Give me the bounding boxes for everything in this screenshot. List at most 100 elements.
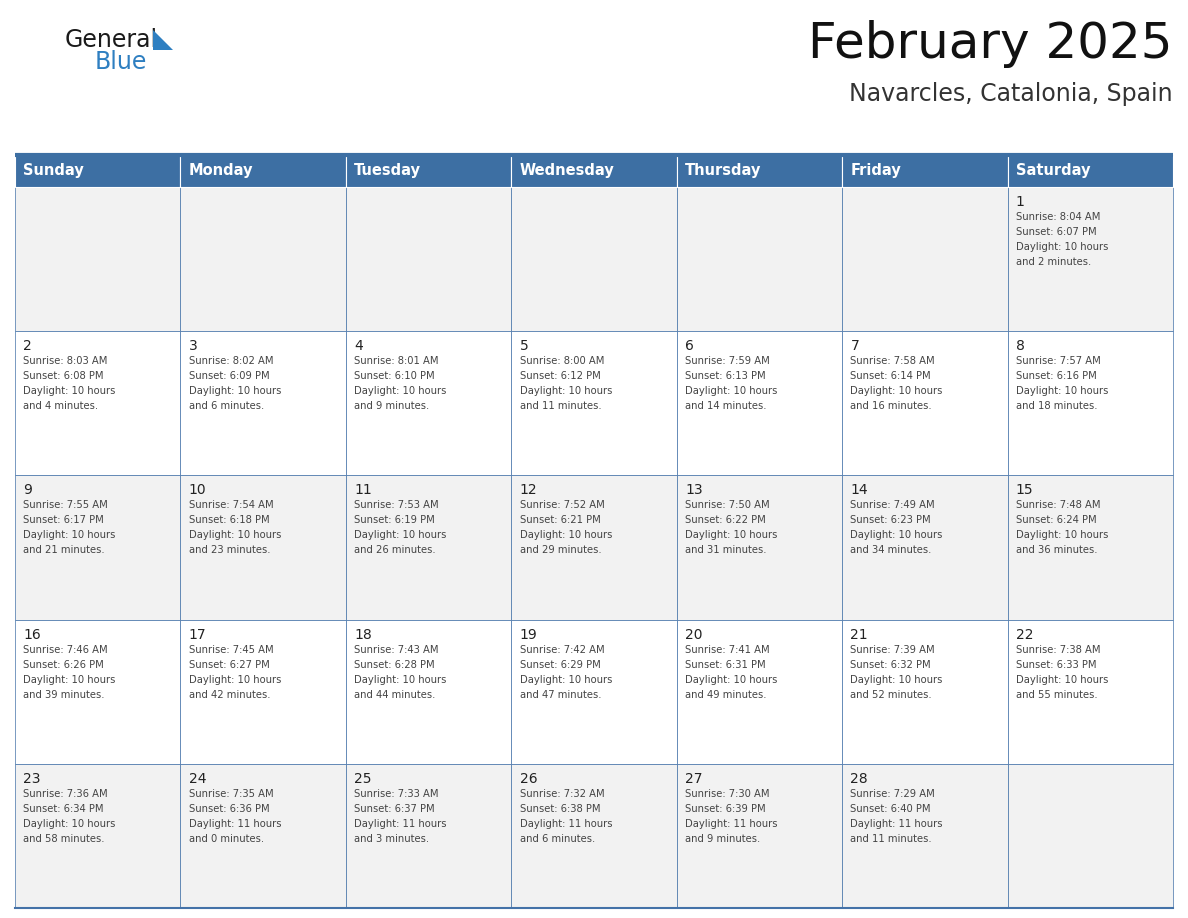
Text: Daylight: 10 hours: Daylight: 10 hours [189,675,282,685]
Text: Sunrise: 7:48 AM: Sunrise: 7:48 AM [1016,500,1100,510]
Text: Sunrise: 7:46 AM: Sunrise: 7:46 AM [24,644,108,655]
Text: Wednesday: Wednesday [519,163,614,178]
Text: Sunset: 6:24 PM: Sunset: 6:24 PM [1016,515,1097,525]
Bar [511,187,677,331]
Text: Sunrise: 7:43 AM: Sunrise: 7:43 AM [354,644,438,655]
Text: Daylight: 10 hours: Daylight: 10 hours [189,386,282,397]
Bar [677,764,842,908]
Text: and 55 minutes.: and 55 minutes. [1016,689,1098,700]
Polygon shape [153,30,173,50]
Text: Daylight: 10 hours: Daylight: 10 hours [519,386,612,397]
Text: Daylight: 10 hours: Daylight: 10 hours [24,675,115,685]
Bar [1007,620,1173,764]
Bar [15,187,181,331]
Text: Daylight: 11 hours: Daylight: 11 hours [189,819,282,829]
Text: 16: 16 [24,628,42,642]
Text: and 21 minutes.: and 21 minutes. [24,545,105,555]
Text: and 11 minutes.: and 11 minutes. [519,401,601,411]
Text: 11: 11 [354,484,372,498]
Bar [346,620,511,764]
Text: Daylight: 10 hours: Daylight: 10 hours [685,675,777,685]
Text: Sunrise: 7:57 AM: Sunrise: 7:57 AM [1016,356,1100,366]
Text: Sunset: 6:37 PM: Sunset: 6:37 PM [354,804,435,813]
Text: and 44 minutes.: and 44 minutes. [354,689,436,700]
Text: Sunset: 6:29 PM: Sunset: 6:29 PM [519,660,600,669]
Text: Sunrise: 7:30 AM: Sunrise: 7:30 AM [685,789,770,799]
Text: Tuesday: Tuesday [354,163,421,178]
Text: 9: 9 [24,484,32,498]
Bar [346,187,511,331]
Text: Sunset: 6:14 PM: Sunset: 6:14 PM [851,371,931,381]
Text: 8: 8 [1016,339,1025,353]
Text: Daylight: 11 hours: Daylight: 11 hours [851,819,943,829]
Bar [15,620,181,764]
Text: Sunset: 6:09 PM: Sunset: 6:09 PM [189,371,270,381]
Text: 4: 4 [354,339,362,353]
Text: Sunset: 6:21 PM: Sunset: 6:21 PM [519,515,600,525]
Text: Sunset: 6:31 PM: Sunset: 6:31 PM [685,660,765,669]
Text: 25: 25 [354,772,372,786]
Bar [181,155,346,187]
Text: and 58 minutes.: and 58 minutes. [24,834,105,844]
Bar [1007,187,1173,331]
Bar [181,620,346,764]
Text: Daylight: 10 hours: Daylight: 10 hours [24,386,115,397]
Text: Navarcles, Catalonia, Spain: Navarcles, Catalonia, Spain [849,82,1173,106]
Text: Daylight: 10 hours: Daylight: 10 hours [354,386,447,397]
Text: Sunrise: 7:53 AM: Sunrise: 7:53 AM [354,500,438,510]
Text: and 3 minutes.: and 3 minutes. [354,834,429,844]
Bar [15,331,181,476]
Text: 27: 27 [685,772,702,786]
Text: Daylight: 11 hours: Daylight: 11 hours [685,819,777,829]
Text: Daylight: 10 hours: Daylight: 10 hours [189,531,282,541]
Text: and 11 minutes.: and 11 minutes. [851,834,933,844]
Bar [677,187,842,331]
Text: Sunrise: 7:41 AM: Sunrise: 7:41 AM [685,644,770,655]
Text: Sunset: 6:33 PM: Sunset: 6:33 PM [1016,660,1097,669]
Text: General: General [65,28,158,52]
Text: 20: 20 [685,628,702,642]
Bar [511,331,677,476]
Text: Thursday: Thursday [685,163,762,178]
Text: Sunrise: 7:35 AM: Sunrise: 7:35 AM [189,789,273,799]
Text: Sunset: 6:28 PM: Sunset: 6:28 PM [354,660,435,669]
Bar [511,476,677,620]
Text: Sunset: 6:26 PM: Sunset: 6:26 PM [24,660,105,669]
Text: Monday: Monday [189,163,253,178]
Text: Sunset: 6:32 PM: Sunset: 6:32 PM [851,660,931,669]
Text: Sunrise: 7:36 AM: Sunrise: 7:36 AM [24,789,108,799]
Bar [15,764,181,908]
Bar [181,764,346,908]
Text: Daylight: 10 hours: Daylight: 10 hours [24,819,115,829]
Bar [15,155,181,187]
Text: 1: 1 [1016,195,1025,209]
Text: Daylight: 10 hours: Daylight: 10 hours [1016,531,1108,541]
Text: Friday: Friday [851,163,902,178]
Text: 6: 6 [685,339,694,353]
Text: Daylight: 10 hours: Daylight: 10 hours [851,386,943,397]
Text: Daylight: 10 hours: Daylight: 10 hours [685,386,777,397]
Bar [1007,155,1173,187]
Text: and 49 minutes.: and 49 minutes. [685,689,766,700]
Text: Sunset: 6:34 PM: Sunset: 6:34 PM [24,804,103,813]
Text: Sunset: 6:10 PM: Sunset: 6:10 PM [354,371,435,381]
Text: 19: 19 [519,628,537,642]
Text: Daylight: 10 hours: Daylight: 10 hours [685,531,777,541]
Text: Sunset: 6:40 PM: Sunset: 6:40 PM [851,804,931,813]
Text: Sunrise: 7:32 AM: Sunrise: 7:32 AM [519,789,605,799]
Text: 22: 22 [1016,628,1034,642]
Text: and 34 minutes.: and 34 minutes. [851,545,931,555]
Text: and 47 minutes.: and 47 minutes. [519,689,601,700]
Text: Daylight: 11 hours: Daylight: 11 hours [519,819,612,829]
Text: 3: 3 [189,339,197,353]
Text: Sunset: 6:07 PM: Sunset: 6:07 PM [1016,227,1097,237]
Text: Saturday: Saturday [1016,163,1091,178]
Text: 26: 26 [519,772,537,786]
Text: Daylight: 10 hours: Daylight: 10 hours [354,531,447,541]
Bar [677,476,842,620]
Bar [15,476,181,620]
Text: and 52 minutes.: and 52 minutes. [851,689,933,700]
Text: Sunday: Sunday [24,163,84,178]
Text: Sunrise: 7:49 AM: Sunrise: 7:49 AM [851,500,935,510]
Text: Daylight: 10 hours: Daylight: 10 hours [354,675,447,685]
